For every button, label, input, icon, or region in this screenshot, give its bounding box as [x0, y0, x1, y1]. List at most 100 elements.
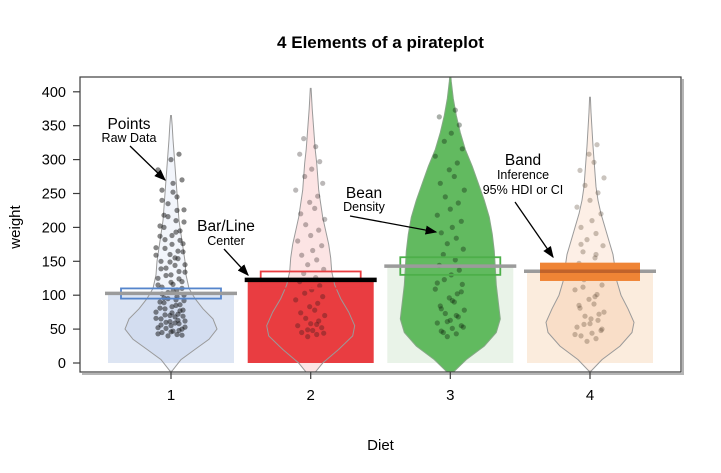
data-point: [589, 218, 595, 224]
data-point: [305, 334, 311, 340]
data-point: [453, 331, 459, 337]
data-point: [595, 317, 601, 323]
data-point: [434, 212, 440, 218]
data-point: [584, 237, 590, 243]
y-axis-tick-label: 200: [42, 220, 66, 236]
data-point: [578, 224, 584, 230]
data-point: [441, 138, 447, 144]
data-point: [163, 272, 169, 279]
data-point: [168, 279, 174, 285]
data-point: [176, 327, 182, 334]
plot-box: [79, 76, 682, 373]
data-point: [449, 224, 455, 230]
data-point: [572, 287, 578, 293]
data-point: [572, 331, 578, 338]
data-point: [293, 297, 299, 303]
data-point: [165, 201, 171, 207]
data-point: [310, 327, 316, 334]
x-axis-tick-label: 3: [446, 387, 454, 404]
data-point: [455, 200, 461, 206]
data-point: [299, 252, 305, 258]
data-point: [175, 317, 181, 323]
data-point: [161, 224, 167, 230]
data-point: [310, 247, 316, 254]
data-point: [432, 286, 438, 292]
data-point: [181, 207, 187, 213]
data-point: [593, 336, 599, 342]
data-point: [155, 282, 161, 288]
data-point: [157, 299, 163, 305]
plot-area: [105, 77, 656, 372]
data-point: [438, 306, 444, 312]
y-axis-tick-label: 150: [42, 254, 66, 270]
x-axis-tick-label: 1: [167, 387, 175, 404]
data-point: [582, 182, 588, 188]
data-point: [440, 329, 446, 336]
data-point: [320, 180, 326, 186]
data-point: [168, 323, 174, 329]
bean-diet-3: [399, 77, 501, 372]
x-axis-tick-label: 4: [586, 387, 594, 404]
data-point: [168, 329, 174, 335]
data-point: [168, 157, 174, 163]
data-point: [295, 323, 301, 329]
annotation-bar-line-sublabel: Center: [207, 234, 245, 248]
data-point: [303, 222, 309, 228]
data-point: [159, 329, 165, 336]
data-point: [163, 325, 169, 331]
data-point: [313, 144, 319, 150]
data-point: [589, 330, 595, 336]
data-point: [576, 302, 582, 308]
data-point: [438, 328, 444, 334]
data-point: [153, 309, 159, 315]
data-point: [177, 237, 183, 243]
data-point: [460, 246, 466, 252]
data-point: [158, 322, 164, 328]
data-point: [578, 333, 584, 339]
data-point: [177, 302, 183, 308]
data-point: [298, 211, 304, 217]
data-point: [442, 310, 448, 317]
data-point: [454, 291, 460, 297]
data-point: [453, 312, 459, 319]
annotation-points-sublabel: Raw Data: [102, 131, 157, 145]
data-point: [180, 249, 186, 255]
data-point: [449, 325, 455, 331]
data-point: [600, 243, 606, 249]
data-point: [174, 331, 180, 338]
y-axis-tick-label: 50: [50, 322, 66, 338]
data-point: [317, 159, 323, 165]
data-point: [168, 272, 174, 278]
y-axis-tick-label: 250: [42, 187, 66, 203]
data-point: [159, 197, 165, 203]
data-point: [169, 232, 175, 239]
y-axis-tick-label: 400: [42, 85, 66, 101]
data-point: [458, 218, 464, 224]
data-point: [309, 166, 315, 172]
data-point: [174, 194, 180, 200]
data-point: [447, 317, 453, 323]
data-point: [436, 114, 442, 120]
data-point: [182, 269, 188, 275]
data-point: [299, 329, 305, 336]
data-point: [446, 295, 452, 301]
data-point: [159, 187, 165, 193]
data-point: [591, 301, 597, 307]
data-point: [161, 212, 167, 218]
data-point: [598, 211, 604, 217]
data-point: [446, 167, 452, 173]
data-point: [586, 296, 592, 302]
data-point: [581, 321, 587, 327]
data-point: [174, 207, 180, 213]
data-point: [155, 331, 161, 337]
data-point: [307, 304, 313, 310]
data-point: [155, 275, 161, 281]
data-point: [460, 324, 466, 330]
data-point: [434, 320, 440, 326]
data-point: [599, 282, 605, 288]
data-point: [162, 245, 168, 251]
data-point: [308, 321, 314, 327]
